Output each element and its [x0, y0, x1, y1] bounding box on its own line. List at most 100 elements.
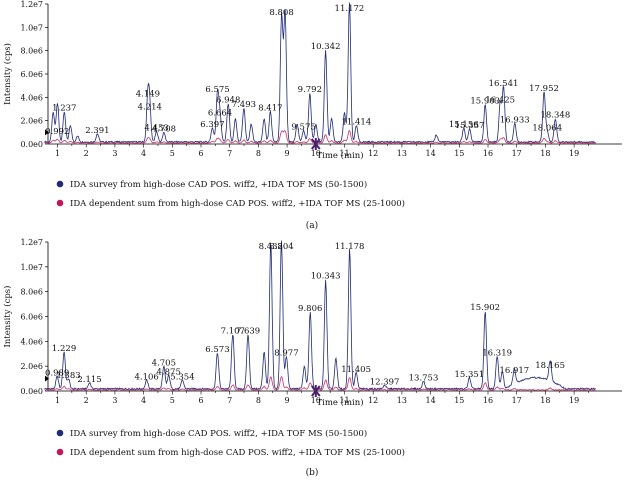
x-tick-label: 2 — [84, 149, 89, 158]
peak-label: 1.229 — [52, 344, 76, 354]
peak-label: 16.541 — [489, 79, 519, 89]
legend-marker — [56, 429, 64, 437]
peak-label: 4.453 — [144, 124, 168, 134]
peak-label: 10.343 — [311, 272, 341, 282]
peak-label: 4.214 — [138, 103, 162, 113]
x-axis-label: Time (min) — [316, 150, 363, 161]
x-tick-label: 8 — [256, 149, 261, 158]
legend-marker — [56, 448, 64, 456]
x-tick-label: 11 — [339, 396, 349, 405]
peak-label: 18.165 — [535, 361, 565, 371]
y-tick-label: 0.0e0 — [20, 387, 43, 396]
x-tick-label: 17 — [512, 396, 522, 405]
x-tick-label: 17 — [512, 149, 522, 158]
peak-label: 11.178 — [335, 242, 365, 252]
x-tick-label: 5 — [170, 396, 175, 405]
peak-label: 0.992 — [45, 127, 69, 137]
peak-label: 4.875 — [157, 367, 181, 377]
legend-entry: IDA survey from high-dose CAD POS. wiff2… — [70, 179, 367, 190]
peak-label: 9.792 — [298, 85, 322, 95]
peak-label: 8.808 — [269, 8, 293, 18]
peak-label: 4.708 — [152, 125, 176, 135]
peak-label: 4.149 — [136, 90, 160, 100]
peak-label: 15.156 — [449, 120, 479, 130]
x-tick-label: 1 — [55, 396, 60, 405]
y-tick-label: 1.0e7 — [20, 263, 43, 272]
peak-label: 12.397 — [370, 377, 400, 387]
peak-label: 4.106 — [134, 372, 158, 382]
y-tick-label: 0.0e0 — [20, 140, 43, 149]
panel-label: (b) — [306, 467, 319, 478]
x-tick-label: 12 — [368, 149, 378, 158]
peak-label: 6.575 — [205, 85, 229, 95]
peak-label: 15.351 — [454, 370, 484, 380]
peak-label: 16.917 — [499, 366, 529, 376]
peak-label: 1.237 — [52, 104, 76, 114]
x-tick-label: 9 — [285, 396, 290, 405]
x-tick-label: 5 — [170, 149, 175, 158]
peak-label: 4.705 — [152, 359, 176, 369]
x-tick-label: 1 — [55, 149, 60, 158]
x-tick-label: 18 — [540, 149, 550, 158]
survey-trace-line — [44, 240, 596, 391]
peak-label: 11.172 — [335, 4, 365, 14]
peak-label: 18.064 — [532, 124, 562, 134]
x-tick-label: 7 — [227, 149, 232, 158]
legend-entry: IDA dependent sum from high-dose CAD POS… — [70, 447, 405, 458]
peak-label: 16.425 — [485, 96, 515, 106]
x-tick-label: 18 — [540, 396, 550, 405]
x-tick-label: 6 — [198, 396, 203, 405]
x-tick-label: 15 — [454, 396, 464, 405]
x-axis-label: Time (min) — [316, 397, 363, 408]
time-cursor-icon — [311, 385, 321, 397]
y-tick-label: 8.0e6 — [20, 288, 43, 297]
peak-label: 6.573 — [205, 345, 229, 355]
baseline-arrow-icon — [45, 129, 49, 136]
peak-label: 16.319 — [482, 349, 512, 359]
x-tick-label: 8 — [256, 396, 261, 405]
x-tick-label: 15 — [454, 149, 464, 158]
y-tick-label: 1.2e7 — [20, 0, 43, 9]
y-tick-label: 4.0e6 — [20, 93, 43, 102]
peak-label: 10.342 — [311, 42, 341, 52]
peak-label: 1.383 — [56, 371, 80, 381]
x-tick-label: 12 — [368, 396, 378, 405]
peak-label: 16.933 — [500, 115, 530, 125]
dependent-sum-trace-line — [44, 375, 596, 391]
x-tick-label: 19 — [569, 149, 579, 158]
peak-label: 7.107 — [221, 326, 245, 336]
peak-label: 9.806 — [298, 304, 322, 314]
y-tick-label: 1.2e7 — [20, 238, 43, 247]
x-tick-label: 16 — [483, 396, 493, 405]
peak-label: 6.948 — [216, 96, 240, 106]
x-tick-label: 10 — [311, 396, 321, 405]
peak-label: 8.417 — [258, 104, 282, 114]
x-tick-label: 4 — [141, 149, 146, 158]
y-axis-label: Intensity (cps) — [2, 286, 13, 348]
x-tick-label: 10 — [311, 149, 321, 158]
y-axis-label: Intensity (cps) — [2, 43, 13, 105]
y-tick-label: 2.0e6 — [20, 362, 43, 371]
x-tick-label: 13 — [397, 396, 407, 405]
x-tick-label: 16 — [483, 149, 493, 158]
y-tick-label: 6.0e6 — [20, 313, 43, 322]
x-tick-label: 7 — [227, 396, 232, 405]
x-tick-label: 14 — [426, 149, 436, 158]
legend-marker — [56, 180, 64, 188]
peak-label: 8.804 — [269, 242, 293, 252]
peak-label: 11.414 — [342, 118, 372, 128]
dependent-sum-trace-line — [44, 130, 596, 144]
peak-label: 7.493 — [232, 100, 256, 110]
survey-trace-line — [44, 2, 596, 144]
peak-label: 6.664 — [208, 108, 232, 118]
peak-label: 11.405 — [341, 365, 371, 375]
y-tick-label: 6.0e6 — [20, 70, 43, 79]
peak-label: 5.354 — [170, 372, 194, 382]
x-tick-label: 6 — [198, 149, 203, 158]
legend-marker — [56, 199, 64, 207]
peak-label: 9.575 — [291, 122, 315, 132]
peak-label: 17.952 — [529, 84, 559, 94]
